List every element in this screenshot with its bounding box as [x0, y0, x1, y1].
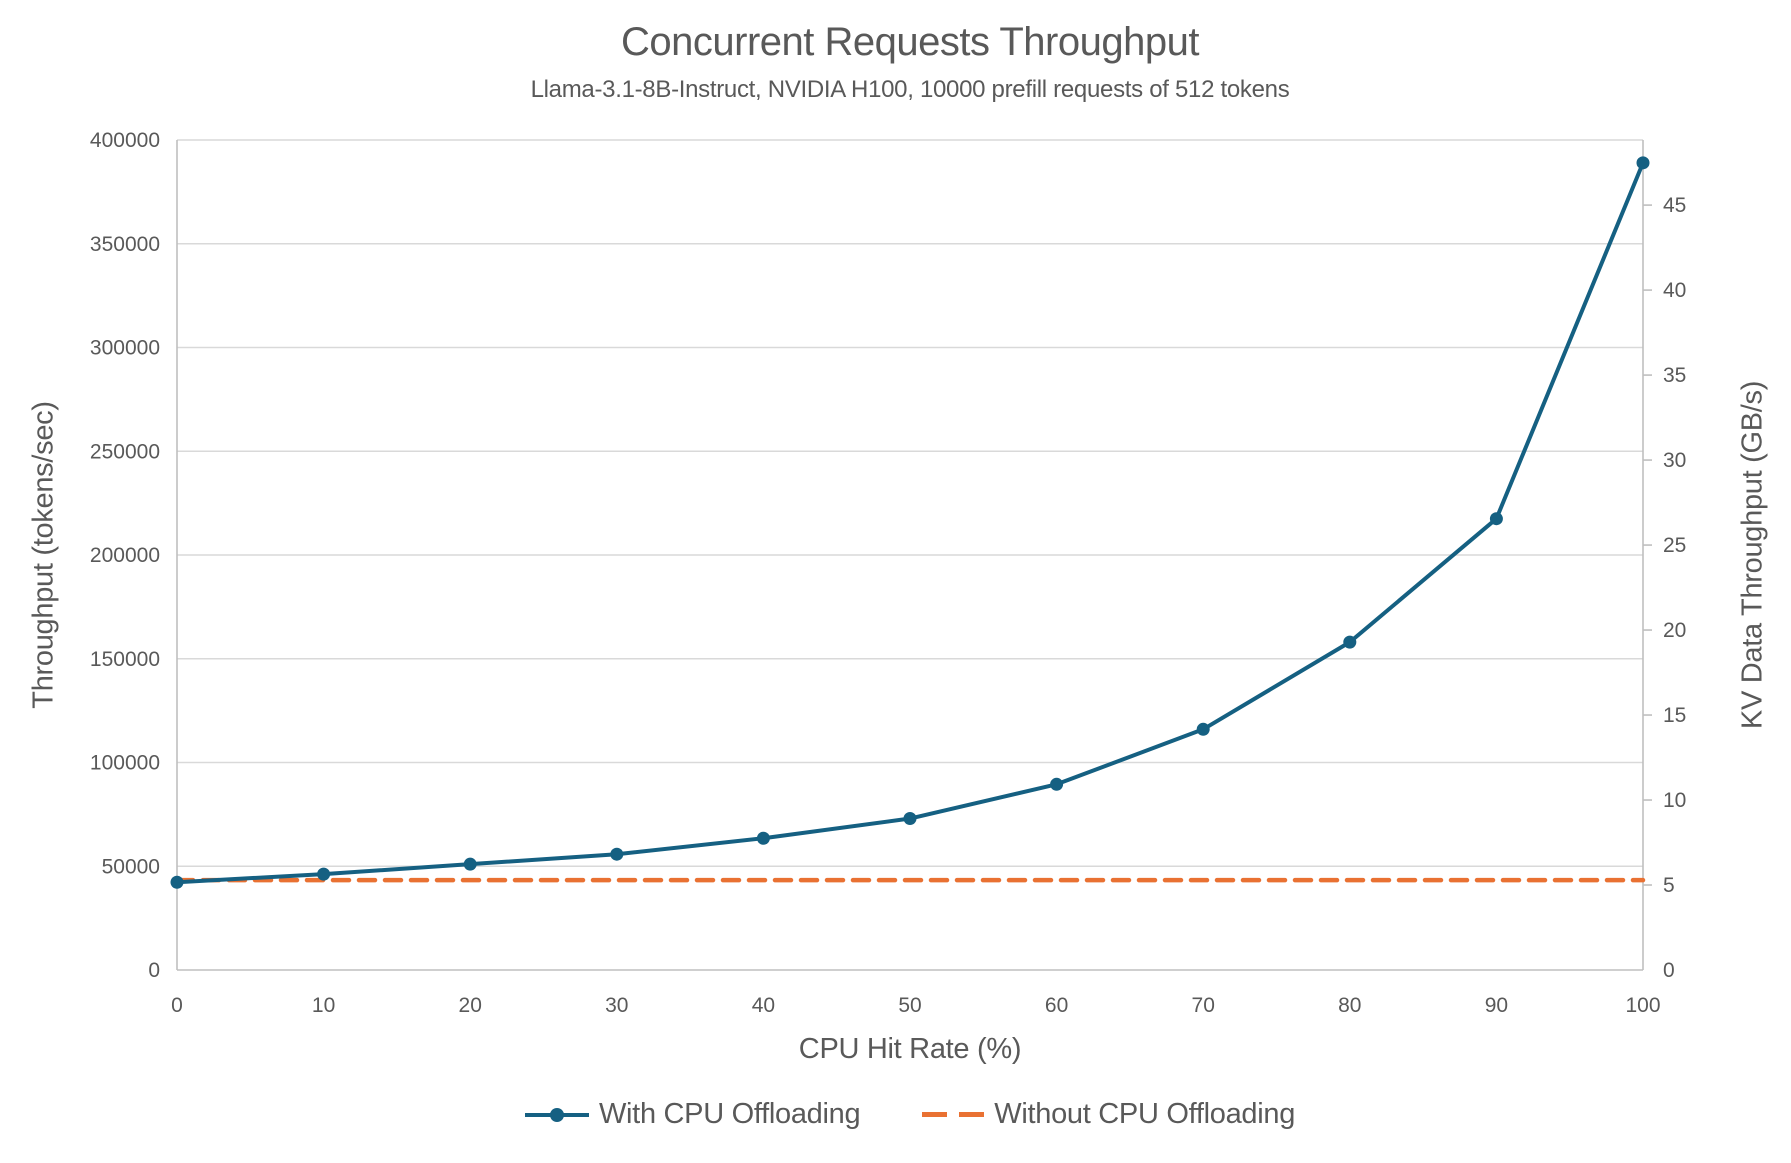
x-axis-tick-label: 40	[752, 994, 775, 1017]
legend-dashed-line-swatch	[922, 1112, 985, 1117]
x-axis-title: CPU Hit Rate (%)	[798, 1033, 1022, 1065]
left-axis-tick-label: 200000	[90, 544, 160, 567]
right-axis-tick-label: 0	[1663, 959, 1675, 982]
legend-marker-dot	[549, 1107, 564, 1122]
with-cpu-offloading-data-point-marker	[317, 867, 331, 881]
right-axis-tick-label: 20	[1663, 619, 1686, 642]
left-axis-tick-label: 150000	[90, 648, 160, 671]
left-axis-tick-label: 50000	[102, 855, 160, 878]
left-axis-tick-label: 250000	[90, 440, 160, 463]
chart-subtitle: Llama-3.1-8B-Instruct, NVIDIA H100, 1000…	[530, 76, 1290, 103]
with-cpu-offloading-data-point-marker	[170, 875, 184, 889]
left-axis-tick-label: 0	[148, 959, 160, 982]
legend-item-with-cpu-offloading: With CPU Offloading	[524, 1098, 861, 1131]
right-axis-tick-label: 45	[1663, 194, 1686, 217]
with-cpu-offloading-line	[175, 160, 1645, 885]
legend-label-without-cpu-offloading: Without CPU Offloading	[994, 1098, 1296, 1130]
right-axis-tick-label: 30	[1663, 449, 1686, 472]
legend-dash	[959, 1112, 985, 1117]
right-axis-tick-label: 15	[1663, 704, 1686, 727]
x-axis-tick-label: 100	[1625, 994, 1660, 1017]
legend-solid-line-marker-swatch	[524, 1107, 589, 1122]
with-cpu-offloading-data-point-marker	[1196, 722, 1210, 736]
with-cpu-offloading-data-point-marker	[610, 847, 624, 861]
x-axis-tick-label: 60	[1045, 994, 1068, 1017]
right-axis-title: KV Data Throughput (GB/s)	[1736, 380, 1769, 730]
left-axis-title: Throughput (tokens/sec)	[27, 401, 60, 709]
with-cpu-offloading-data-point-marker	[903, 812, 917, 826]
with-cpu-offloading-data-point-marker	[756, 831, 770, 845]
with-cpu-offloading-data-point-marker	[1489, 512, 1503, 526]
right-axis-tick-label: 40	[1663, 279, 1686, 302]
x-axis-tick-label: 20	[459, 994, 482, 1017]
x-axis-tick-label: 30	[605, 994, 628, 1017]
right-axis-tick-label: 10	[1663, 789, 1686, 812]
x-axis-tick-label: 0	[171, 994, 183, 1017]
right-axis-tick-label: 5	[1663, 874, 1675, 897]
legend-item-without-cpu-offloading: Without CPU Offloading	[922, 1098, 1295, 1131]
with-cpu-offloading-data-point-marker	[463, 857, 477, 871]
right-axis-tick-label: 35	[1663, 364, 1686, 387]
x-axis-tick-label: 50	[898, 994, 921, 1017]
legend-dash	[922, 1112, 948, 1117]
x-axis-tick-label: 10	[312, 994, 335, 1017]
chart-title: Concurrent Requests Throughput	[621, 20, 1199, 64]
with-cpu-offloading-data-point-marker	[1636, 156, 1650, 170]
left-axis-tick-label: 300000	[90, 337, 160, 360]
x-axis-tick-label: 70	[1192, 994, 1215, 1017]
left-axis-tick-label: 100000	[90, 752, 160, 775]
x-axis-tick-label: 80	[1338, 994, 1361, 1017]
left-axis-tick-label: 350000	[90, 233, 160, 256]
with-cpu-offloading-data-point-marker	[1050, 777, 1064, 791]
left-axis-tick-label: 400000	[90, 129, 160, 152]
right-axis-tick-label: 25	[1663, 534, 1686, 557]
legend: With CPU Offloading Without CPU Offloadi…	[177, 1098, 1643, 1131]
legend-label-with-cpu-offloading: With CPU Offloading	[598, 1098, 861, 1130]
x-axis-tick-label: 90	[1485, 994, 1508, 1017]
with-cpu-offloading-data-point-marker	[1343, 635, 1357, 649]
